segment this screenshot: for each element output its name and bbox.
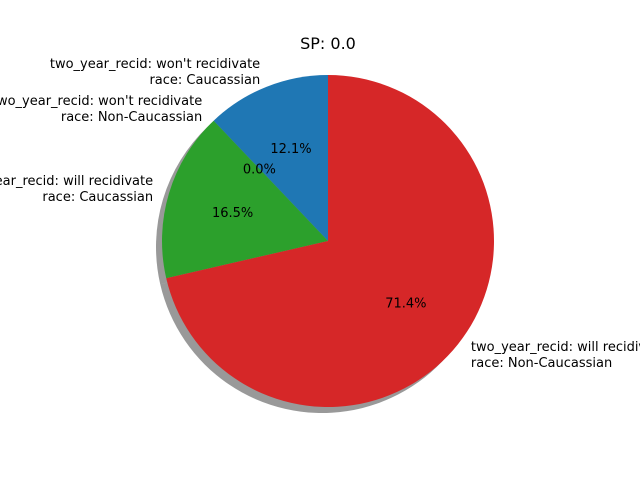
pie-slices	[162, 74, 494, 407]
slice-labels: two_year_recid: won't recidivate race: Ca…	[0, 57, 640, 371]
slice-label-line-1-0: two_year_recid: won't recidivate	[0, 94, 202, 109]
percent-label-2: 16.5%	[212, 206, 253, 221]
percent-label-3: 71.4%	[385, 297, 426, 312]
pie-slice-0	[213, 75, 328, 241]
slice-label-0: two_year_recid: won't recidivate race: Ca…	[50, 57, 260, 88]
pie-slice-2	[162, 120, 328, 279]
percent-labels: 12.1% 0.0% 16.5% 71.4%	[212, 142, 427, 312]
slice-label-line-2-1: race: Caucassian	[42, 190, 153, 205]
slice-label-line-0-0: two_year_recid: won't recidivate	[50, 57, 260, 72]
slice-label-line-3-1: race: Non-Caucassian	[471, 356, 612, 371]
slice-label-line-2-0: two_year_recid: will recidivate	[0, 174, 153, 189]
percent-label-0: 12.1%	[270, 142, 311, 157]
slice-label-line-1-1: race: Non-Caucassian	[61, 110, 202, 125]
percent-label-1: 0.0%	[243, 162, 276, 177]
slice-label-1: two_year_recid: won't recidivate race: No…	[0, 94, 202, 125]
pie-slice-3	[166, 74, 494, 407]
chart-title: SP: 0.0	[300, 34, 356, 53]
slice-label-line-3-0: two_year_recid: will recidivate	[471, 340, 640, 355]
slice-label-line-0-1: race: Caucassian	[149, 73, 260, 88]
